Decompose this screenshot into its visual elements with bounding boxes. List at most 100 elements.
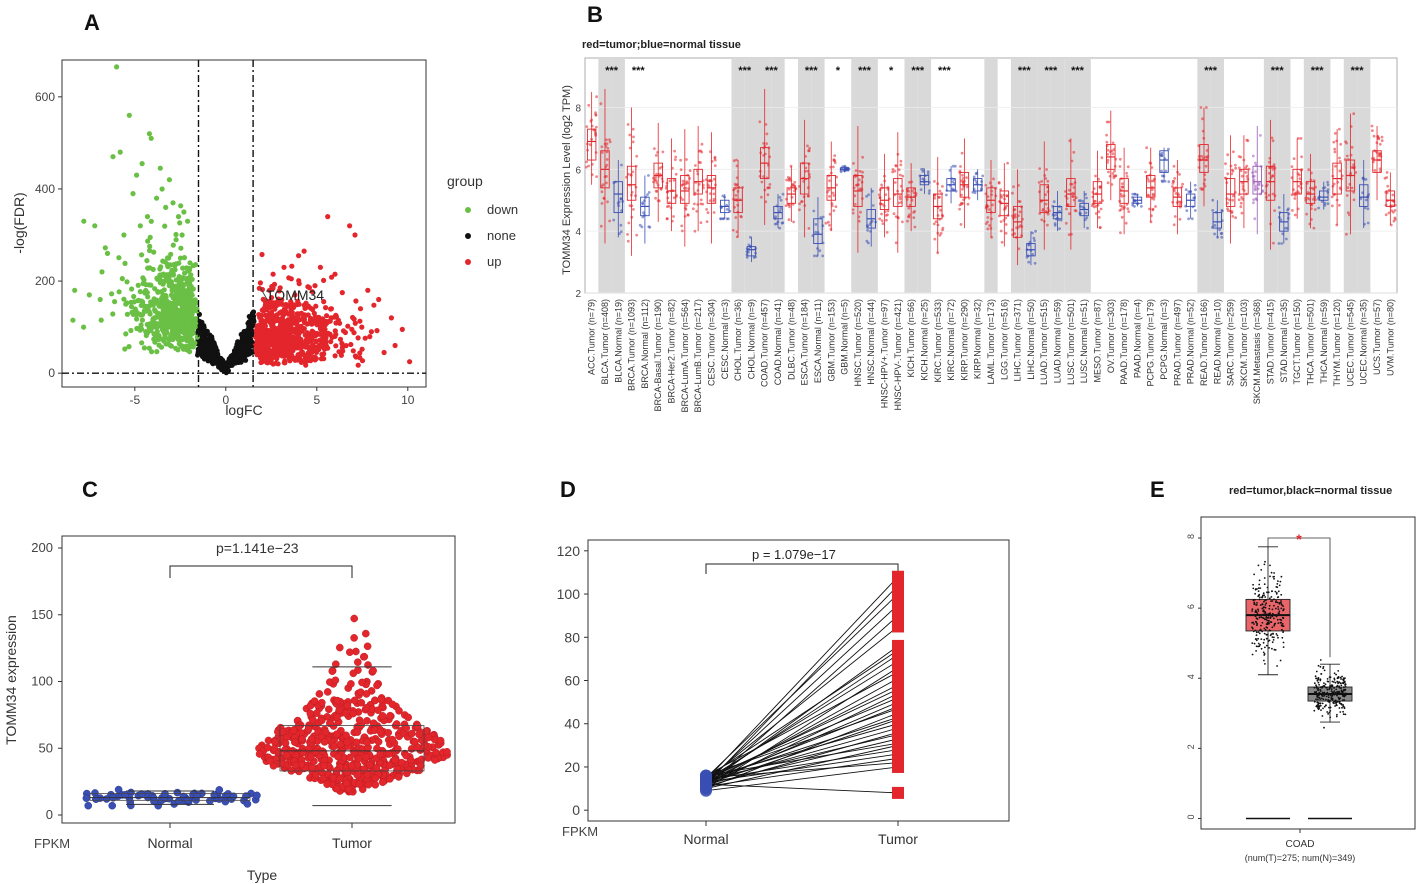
tumor-point: [1276, 618, 1279, 621]
normal-point: [82, 794, 91, 803]
normal-point: [1335, 715, 1338, 718]
normal-point: [173, 788, 182, 797]
volcano-point: [268, 295, 275, 301]
expression-point: [1211, 209, 1215, 212]
category-label: LAML.Tumor (n=173): [986, 299, 996, 384]
expression-point: [913, 225, 917, 229]
category-label: BRCA-Basal.Tumor (n=190): [653, 299, 663, 411]
significance-marker: *: [836, 65, 841, 77]
tumor-point: [345, 648, 354, 657]
tumor-point: [1253, 642, 1256, 645]
tumor-point: [323, 780, 331, 789]
expression-point: [691, 207, 695, 211]
y-tick-label: 0: [572, 802, 580, 818]
expression-point: [787, 218, 791, 222]
volcano-point: [193, 300, 199, 306]
normal-point: [1339, 711, 1342, 713]
volcano-point: [347, 223, 353, 229]
volcano-point: [124, 279, 130, 285]
expression-point: [685, 158, 688, 161]
volcano-point: [278, 322, 284, 328]
normal-point: [127, 801, 135, 810]
expression-point: [1178, 173, 1181, 176]
expression-point: [1154, 205, 1157, 208]
tumor-point: [424, 754, 433, 762]
expression-point: [1294, 191, 1298, 195]
tumor-point: [1259, 587, 1262, 589]
normal-point: [1318, 696, 1321, 699]
expression-point: [779, 206, 783, 210]
expression-point: [1106, 158, 1110, 162]
volcano-point: [178, 245, 184, 251]
expression-point: [1299, 137, 1303, 140]
expression-point: [1298, 177, 1302, 181]
volcano-point: [273, 301, 279, 307]
tumor-point: [1276, 634, 1279, 637]
expression-point: [878, 217, 882, 221]
volcano-point: [139, 340, 145, 346]
volcano-point: [123, 331, 129, 337]
volcano-point: [146, 282, 152, 288]
tumor-point: [1261, 596, 1263, 599]
expression-point: [1094, 212, 1098, 215]
normal-point: [1314, 675, 1317, 678]
expression-point: [1084, 192, 1087, 196]
normal-point: [1317, 678, 1320, 681]
volcano-point: [176, 328, 182, 334]
significance-marker: ***: [911, 65, 925, 77]
expression-point: [618, 232, 621, 236]
normal-point: [1338, 686, 1341, 689]
expression-point: [1160, 169, 1163, 173]
tumor-point: [1267, 591, 1270, 594]
normal-point: [1319, 659, 1322, 661]
expression-point: [894, 164, 898, 168]
volcano-point: [109, 291, 115, 297]
volcano-point: [381, 349, 387, 356]
panel-b-pan-cancer-boxplot: red=tumor;blue=normal tissue 2468ACC.Tum…: [561, 39, 1398, 412]
tumor-point: [1256, 602, 1258, 604]
volcano-point: [161, 287, 167, 293]
tumor-point: [397, 758, 406, 767]
tumor-point: [430, 756, 439, 764]
expression-point: [699, 202, 703, 206]
expression-point: [1390, 209, 1393, 213]
volcano-point: [137, 223, 143, 229]
tumor-point: [1269, 629, 1271, 632]
expression-point: [1326, 183, 1330, 187]
normal-point: [700, 773, 712, 786]
tumor-point: [1251, 608, 1254, 611]
panel-a-points: [70, 64, 413, 376]
pair-line: [705, 766, 899, 792]
volcano-point: [342, 329, 348, 336]
expression-point: [1313, 208, 1317, 211]
expression-point: [958, 207, 961, 211]
normal-point: [1318, 683, 1320, 686]
volcano-point: [323, 305, 329, 311]
expression-point: [814, 230, 818, 234]
volcano-point: [147, 234, 153, 240]
tumor-point: [1260, 647, 1263, 650]
volcano-point: [226, 358, 232, 364]
expression-point: [1220, 209, 1224, 213]
expression-point: [932, 222, 936, 226]
expression-point: [1119, 192, 1123, 196]
category-label: READ.Tumor (n=166): [1199, 299, 1209, 386]
y-tick-label: 6: [575, 165, 581, 176]
expression-point: [760, 195, 763, 199]
category-label: THCA.Tumor (n=501): [1306, 299, 1316, 385]
volcano-point: [154, 321, 160, 327]
expression-point: [1046, 179, 1050, 183]
volcano-point: [146, 247, 153, 254]
normal-point: [1335, 703, 1338, 706]
expression-point: [1179, 200, 1183, 204]
normal-point: [1329, 710, 1332, 712]
tumor-point: [341, 709, 350, 717]
expression-point: [1109, 150, 1112, 154]
expression-point: [798, 202, 801, 206]
tumor-point: [1260, 624, 1262, 627]
expression-point: [1147, 194, 1150, 198]
panel-c-ylabel: TOMM34 expression: [3, 615, 19, 745]
expression-point: [1293, 213, 1297, 217]
volcano-point: [262, 299, 269, 305]
